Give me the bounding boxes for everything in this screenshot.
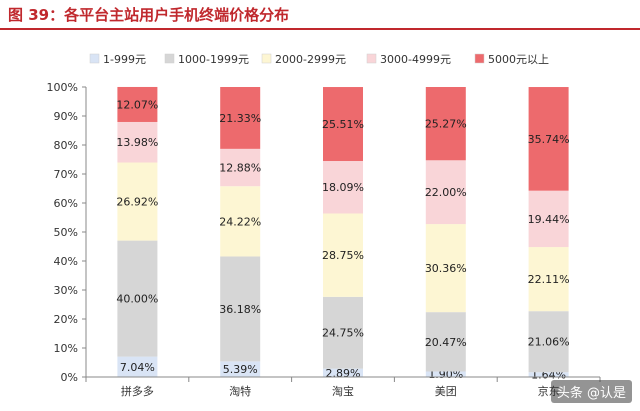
data-label: 22.00% bbox=[425, 186, 467, 199]
bar-segment bbox=[117, 86, 158, 122]
data-label: 40.00% bbox=[116, 293, 158, 306]
data-label: 28.75% bbox=[322, 249, 364, 262]
y-tick-label: 10% bbox=[54, 342, 78, 355]
watermark: 头条 @认是 bbox=[550, 380, 632, 403]
category-label: 拼多多 bbox=[121, 384, 154, 398]
bar-segment bbox=[323, 213, 363, 297]
data-label: 21.33% bbox=[219, 112, 261, 125]
y-tick-label: 40% bbox=[54, 255, 78, 268]
data-label: 24.22% bbox=[219, 215, 261, 228]
bar-segment bbox=[220, 148, 261, 187]
y-tick-label: 30% bbox=[54, 284, 78, 297]
category-label: 美团 bbox=[435, 385, 457, 398]
legend-label: 1000-1999元 bbox=[178, 53, 249, 66]
bar-segment bbox=[220, 87, 261, 149]
legend-item: 2000-2999元 bbox=[261, 53, 346, 66]
data-label: 2.89% bbox=[326, 367, 361, 380]
y-tick-label: 20% bbox=[54, 313, 78, 326]
legend-label: 3000-4999元 bbox=[380, 53, 451, 66]
y-tick-label: 90% bbox=[54, 110, 78, 123]
legend-item: 1000-1999元 bbox=[164, 53, 249, 66]
y-tick-label: 60% bbox=[54, 197, 78, 210]
bar-segment bbox=[425, 87, 466, 161]
data-label: 20.47% bbox=[425, 336, 467, 349]
bar-segment bbox=[528, 311, 569, 373]
legend-label: 2000-2999元 bbox=[275, 53, 346, 66]
bar-segment bbox=[117, 121, 158, 163]
bar-segment bbox=[117, 356, 158, 377]
legend-item: 1-999元 bbox=[89, 53, 146, 66]
bar-segment bbox=[323, 87, 363, 162]
bar-segment bbox=[425, 371, 466, 377]
data-label: 7.04% bbox=[120, 361, 155, 374]
legend-swatch bbox=[474, 53, 485, 64]
bar-segment bbox=[425, 160, 466, 225]
data-label: 12.07% bbox=[116, 98, 158, 111]
bar-segment bbox=[425, 224, 466, 313]
bar-segment bbox=[323, 368, 363, 377]
data-label: 35.74% bbox=[528, 133, 570, 146]
data-label: 25.27% bbox=[425, 118, 467, 131]
legend-swatch bbox=[164, 53, 175, 64]
y-tick-label: 50% bbox=[54, 226, 78, 239]
y-tick-label: 70% bbox=[54, 168, 78, 181]
y-tick-label: 80% bbox=[54, 139, 78, 152]
data-label: 21.06% bbox=[528, 336, 570, 349]
bar-segment bbox=[528, 372, 569, 377]
y-tick-label: 0% bbox=[61, 371, 78, 384]
data-label: 24.75% bbox=[322, 327, 364, 340]
data-label: 18.09% bbox=[322, 181, 364, 194]
legend-swatch bbox=[261, 53, 272, 64]
legend-label: 5000元以上 bbox=[488, 53, 549, 66]
chart-title: 图 39：各平台主站用户手机终端价格分布 bbox=[8, 6, 290, 24]
data-label: 13.98% bbox=[116, 136, 158, 149]
legend-swatch bbox=[89, 53, 100, 64]
legend-item: 3000-4999元 bbox=[366, 53, 451, 66]
bar-segment bbox=[528, 87, 569, 191]
bar-segment bbox=[323, 296, 363, 369]
title-rule bbox=[0, 28, 640, 30]
data-label: 19.44% bbox=[528, 213, 570, 226]
data-label: 1.90% bbox=[428, 368, 463, 381]
bar-segment bbox=[220, 361, 261, 377]
data-label: 26.92% bbox=[116, 196, 158, 209]
bar-segment bbox=[528, 247, 569, 312]
legend-label: 1-999元 bbox=[103, 53, 146, 66]
bar-segment bbox=[528, 190, 569, 248]
legend-swatch bbox=[366, 53, 377, 64]
legend: 1-999元 1000-1999元 2000-2999元 3000-4999元 5000… bbox=[89, 53, 549, 66]
data-label: 25.51% bbox=[322, 118, 364, 131]
bar-segment bbox=[425, 312, 466, 372]
bars: 7.04% 40.00% 26.92% 13.98% 12.07% 5.39% 36.18%… bbox=[116, 86, 570, 382]
bar-segment bbox=[220, 186, 261, 257]
data-label: 22.11% bbox=[528, 273, 570, 286]
category-label: 淘特 bbox=[229, 384, 251, 398]
bar-segment bbox=[323, 161, 363, 214]
legend-item: 5000元以上 bbox=[474, 53, 549, 66]
bar-segment bbox=[117, 240, 158, 357]
data-label: 12.88% bbox=[219, 162, 261, 175]
y-axis: 0% 10% 20% 30% 40% 50% 60% 70% 80% 90% 100% bbox=[47, 81, 87, 384]
data-label: 36.18% bbox=[219, 303, 261, 316]
bar-segment bbox=[117, 162, 158, 241]
data-label: 30.36% bbox=[425, 262, 467, 275]
bar-segment bbox=[220, 256, 261, 362]
category-label: 淘宝 bbox=[332, 384, 354, 398]
data-label: 5.39% bbox=[223, 363, 258, 376]
x-axis: 拼多多 淘特 淘宝 美团 京东 bbox=[85, 376, 601, 398]
y-tick-label: 100% bbox=[47, 81, 78, 94]
